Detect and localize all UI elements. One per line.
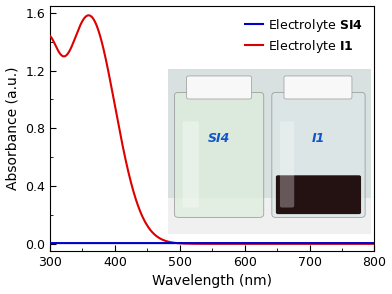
Y-axis label: Absorbance (a.u.): Absorbance (a.u.) [5,66,20,190]
Legend: Electrolyte $\mathbf{SI4}$, Electrolyte $\mathbf{I1}$: Electrolyte $\mathbf{SI4}$, Electrolyte … [240,12,368,60]
X-axis label: Wavelength (nm): Wavelength (nm) [152,274,272,288]
